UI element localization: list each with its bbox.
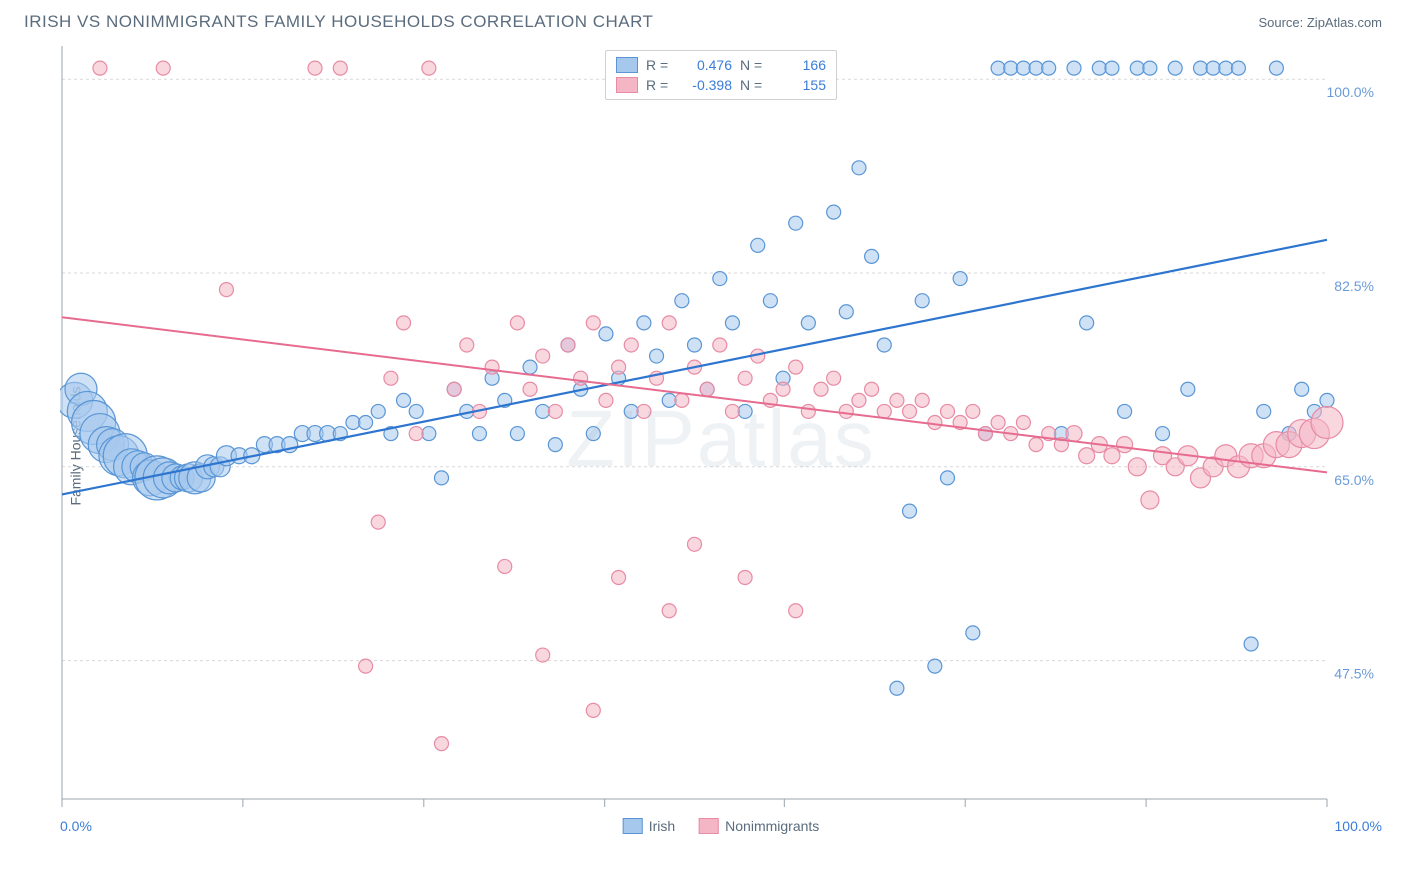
chart-title: IRISH VS NONIMMIGRANTS FAMILY HOUSEHOLDS… — [24, 12, 653, 32]
legend-r-value: 0.476 — [682, 57, 732, 73]
legend-swatch-nonimmigrants — [699, 818, 719, 834]
svg-text:65.0%: 65.0% — [1334, 472, 1374, 488]
source-label: Source: ZipAtlas.com — [1258, 15, 1382, 30]
scatter-plot: 47.5% 65.0% 82.5% 100.0% — [60, 44, 1382, 834]
legend-r-value: -0.398 — [682, 77, 732, 93]
legend-label: Nonimmigrants — [725, 818, 819, 834]
legend-series: Irish Nonimmigrants — [623, 818, 820, 834]
legend-item-irish: Irish — [623, 818, 675, 834]
legend-swatch-nonimmigrants — [616, 77, 638, 93]
legend-label: Irish — [649, 818, 675, 834]
legend-n-value: 155 — [776, 77, 826, 93]
legend-r-label: R = — [646, 77, 674, 93]
legend-correlation: R = 0.476 N = 166 R = -0.398 N = 155 — [605, 50, 837, 100]
chart-area: 47.5%65.0%82.5%100.0% ZIPatlas R = 0.476… — [60, 44, 1382, 834]
x-axis-max-label: 100.0% — [1335, 818, 1382, 834]
legend-swatch-irish — [616, 57, 638, 73]
legend-row-irish: R = 0.476 N = 166 — [616, 55, 826, 75]
legend-item-nonimmigrants: Nonimmigrants — [699, 818, 819, 834]
legend-row-nonimmigrants: R = -0.398 N = 155 — [616, 75, 826, 95]
legend-n-value: 166 — [776, 57, 826, 73]
legend-n-label: N = — [740, 57, 768, 73]
x-axis-min-label: 0.0% — [60, 818, 92, 834]
header: IRISH VS NONIMMIGRANTS FAMILY HOUSEHOLDS… — [0, 0, 1406, 40]
svg-text:100.0%: 100.0% — [1327, 84, 1374, 100]
svg-text:82.5%: 82.5% — [1334, 278, 1374, 294]
legend-n-label: N = — [740, 77, 768, 93]
svg-text:47.5%: 47.5% — [1334, 666, 1374, 682]
legend-r-label: R = — [646, 57, 674, 73]
legend-swatch-irish — [623, 818, 643, 834]
